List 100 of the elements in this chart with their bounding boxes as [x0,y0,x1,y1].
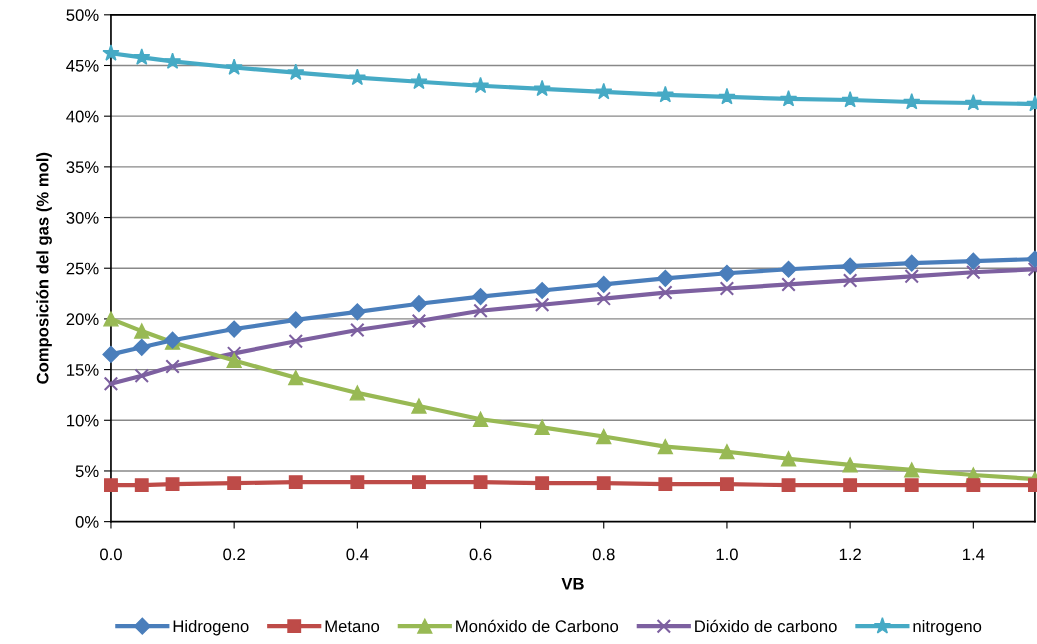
point [718,87,736,105]
point [719,444,735,460]
point [102,44,120,61]
x-tick-label: 0.8 [592,548,615,561]
point [225,320,243,338]
point [842,457,858,473]
point [658,477,673,492]
point [288,475,303,490]
point [841,90,859,108]
y-tick-label: 10% [67,414,99,427]
point [473,475,488,490]
point [596,291,612,306]
y-tick-label: 0% [75,516,99,528]
point [534,419,550,436]
point [225,58,243,75]
point [964,93,982,111]
x-tick-label: 1.4 [963,548,985,561]
point [410,72,428,90]
point [719,281,735,296]
y-tick-label: 40% [66,110,99,123]
point [658,285,673,300]
point [471,288,490,306]
point [534,297,550,313]
point [718,264,736,282]
point [349,385,365,401]
y-tick-label: 15% [67,364,99,376]
y-tick-label: 35% [66,161,99,174]
point [287,311,305,329]
point [904,478,919,493]
point [781,478,796,493]
point [226,352,242,369]
point [904,462,920,478]
point [350,475,365,490]
point [348,303,366,321]
point [134,323,150,339]
point [595,82,613,100]
y-tick-label: 50% [66,9,99,22]
point [964,252,982,270]
point [288,333,304,349]
point [966,264,981,280]
x-tick-label: 0.2 [223,548,245,561]
point [719,477,734,492]
point [595,275,613,293]
point [780,451,797,467]
point [134,478,149,493]
legend-label: nitrogeno [913,619,982,636]
point [472,411,489,427]
x-tick-label: 0.6 [469,548,492,561]
point [596,428,612,445]
point [533,281,551,300]
legend-label: Monóxido de Carbono [456,619,619,633]
point [348,68,366,86]
point [103,311,119,327]
point [134,368,150,383]
point [102,345,120,363]
point [163,52,182,69]
point [843,478,858,493]
point [103,376,119,392]
point [596,476,611,491]
point [288,370,304,386]
point [410,295,428,313]
point [535,476,550,491]
point [411,398,427,414]
point [471,76,490,94]
point [904,269,920,284]
x-tick-label: 1.2 [839,548,861,561]
y-axis-title: Composición del gas (% mol) [36,152,52,384]
y-tick-label: 5% [75,465,99,478]
y-tick-label: 25% [66,262,99,275]
point [133,48,151,65]
y-tick-label: 30% [66,211,99,224]
y-tick-label: 20% [66,313,99,326]
point [903,254,921,272]
point [165,359,180,374]
point [412,475,426,490]
point [657,438,673,455]
point [411,313,427,329]
legend-label: Metano [325,620,380,633]
point [473,303,488,319]
x-axis-title: VB [561,578,584,590]
x-tick-label: 0.0 [100,548,122,561]
point [533,79,551,97]
point [165,477,180,492]
point [226,346,242,361]
point [779,89,798,107]
point [350,322,365,338]
point [656,85,674,103]
point [104,478,118,493]
point [779,260,798,278]
point [656,269,674,287]
legend-label: Hidrogeno [173,619,249,636]
point [842,273,858,288]
y-tick-label: 45% [66,59,99,72]
x-tick-label: 1.0 [716,548,738,561]
point [903,92,921,110]
point [227,476,242,491]
point [287,63,305,81]
point [781,277,796,292]
x-tick-label: 0.4 [346,548,369,561]
point [841,257,859,275]
